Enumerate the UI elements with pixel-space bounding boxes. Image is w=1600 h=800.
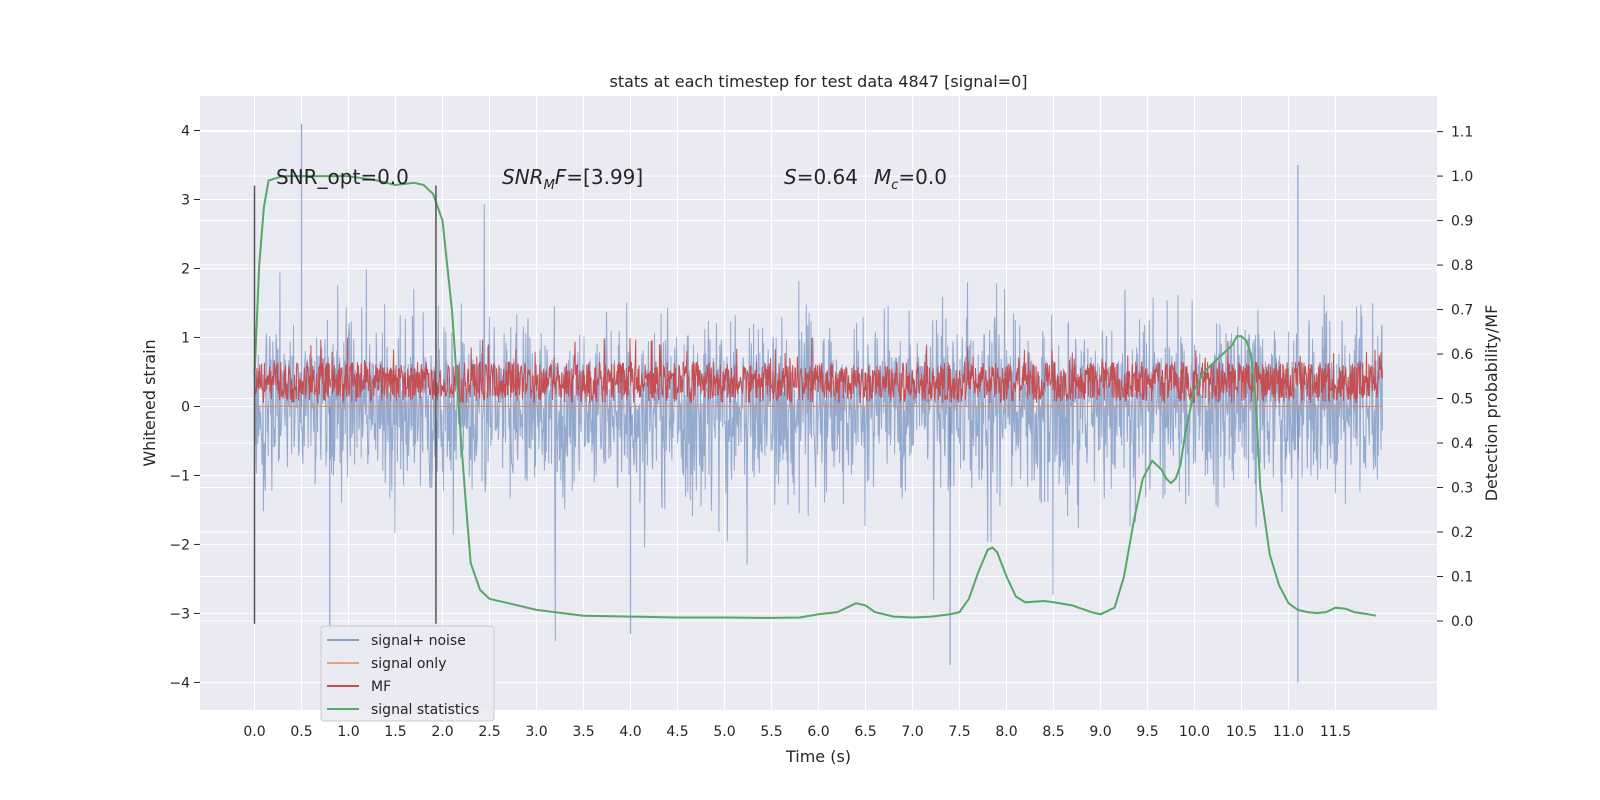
- x-tick-label: 11.5: [1320, 724, 1351, 740]
- y-right-tick-label: 0.5: [1451, 392, 1473, 408]
- series-signal-statistics: [253, 175, 1377, 619]
- legend-box: [320, 625, 495, 722]
- series-signal-noise: [254, 204, 1383, 642]
- y-axis-label: Whitened strain: [140, 339, 159, 466]
- series-mf: [254, 337, 1383, 404]
- y-tick-label: 0: [181, 399, 190, 415]
- y-right-tick-label: 0.2: [1451, 525, 1473, 541]
- vertical-markers: [253, 185, 437, 624]
- y-right-tick-label: 0.3: [1451, 481, 1473, 497]
- x-tick-label: 10.5: [1226, 724, 1257, 740]
- y-tick-labels: 4 3 2 1 0 −1 −2 −3 −4: [169, 123, 200, 691]
- y-right-axis-label: Detection probability/MF: [1482, 305, 1501, 502]
- x-tick-label: 4.5: [666, 724, 688, 740]
- x-tick-label: 8.5: [1042, 724, 1064, 740]
- y-right-tick-label: 0.9: [1451, 214, 1473, 230]
- legend-label: MF: [371, 679, 391, 695]
- x-tick-label: 3.0: [525, 724, 547, 740]
- y-right-tick-label: 0.1: [1451, 570, 1473, 586]
- y-right-tick-label: 0.4: [1451, 436, 1473, 452]
- legend: signal+ noise signal only MF signal statist…: [320, 625, 495, 722]
- y-right-tick-label: 0.6: [1451, 347, 1473, 363]
- x-tick-label: 0.5: [290, 724, 312, 740]
- x-tick-label: 1.5: [384, 724, 406, 740]
- x-tick-label: 6.0: [807, 724, 829, 740]
- x-tick-label: 6.5: [854, 724, 876, 740]
- x-axis-label: Time (s): [785, 747, 851, 766]
- y-tick-label: −3: [169, 606, 190, 622]
- y-right-tick-label: 0.0: [1451, 614, 1473, 630]
- annotation-snr-opt: SNR_opt=0.0: [276, 165, 409, 189]
- legend-label: signal+ noise: [371, 633, 466, 649]
- annotation-snr-mf: SNRMF=[3.99]: [502, 165, 643, 193]
- x-tick-label: 7.5: [948, 724, 970, 740]
- y-right-tick-label: 1.0: [1451, 169, 1473, 185]
- y-tick-label: 4: [181, 123, 190, 139]
- x-tick-label: 8.0: [995, 724, 1017, 740]
- x-tick-label: 10.0: [1179, 724, 1210, 740]
- x-tick-label: 2.5: [478, 724, 500, 740]
- legend-label: signal statistics: [371, 702, 479, 718]
- y-tick-label: 3: [181, 192, 190, 208]
- y-tick-label: −2: [169, 537, 190, 553]
- x-tick-label: 4.0: [619, 724, 641, 740]
- x-tick-labels: 0.0 0.5 1.0 1.5 2.0 2.5 3.0 3.5 4.0 4.5 5.0 5.5 6.0 6…: [243, 724, 1351, 740]
- y-right-tick-label: 0.8: [1451, 258, 1473, 274]
- chart-title: stats at each timestep for test data 484…: [609, 72, 1027, 91]
- y-tick-label: −4: [169, 675, 190, 691]
- legend-label: signal only: [371, 656, 446, 672]
- y-right-tick-label: 0.7: [1451, 303, 1473, 319]
- plot-area: [253, 123, 1383, 683]
- x-tick-label: 9.5: [1136, 724, 1158, 740]
- y-tick-label: −1: [169, 468, 190, 484]
- y-tick-label: 1: [181, 330, 190, 346]
- y-right-tick-labels: 1.1 1.0 0.9 0.8 0.7 0.6 0.5 0.4 0.3 0.2 0.1 0.0: [1437, 125, 1473, 630]
- x-tick-label: 0.0: [243, 724, 265, 740]
- y-tick-label: 2: [181, 261, 190, 277]
- annotations: SNR_opt=0.0 SNRMF=[3.99] S=0.64 Mc=0.0: [276, 165, 947, 193]
- x-tick-label: 5.5: [760, 724, 782, 740]
- x-tick-label: 11.0: [1273, 724, 1304, 740]
- x-tick-label: 1.0: [337, 724, 359, 740]
- y-right-tick-label: 1.1: [1451, 125, 1473, 141]
- x-tick-label: 3.5: [572, 724, 594, 740]
- x-tick-label: 2.0: [431, 724, 453, 740]
- x-tick-label: 5.0: [713, 724, 735, 740]
- x-tick-label: 7.0: [901, 724, 923, 740]
- annotation-s-mc: S=0.64 Mc=0.0: [784, 165, 947, 193]
- x-tick-label: 9.0: [1089, 724, 1111, 740]
